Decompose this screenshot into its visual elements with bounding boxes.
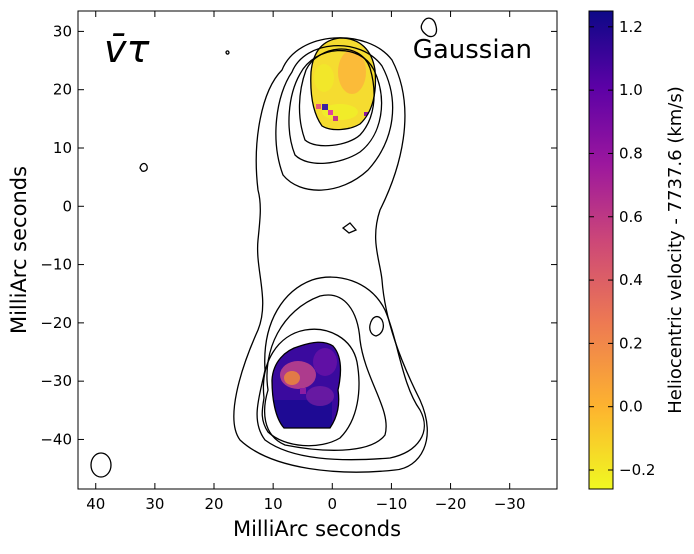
y-axis-label: MilliArc seconds [7,166,31,334]
x-tick-label: 0 [328,495,338,513]
colorbar-tick-label: 1.2 [619,18,643,36]
y-tick-label: 0 [62,197,72,215]
colorbar-tick-label: 0.2 [619,334,643,352]
colorbar-tick-label: −0.2 [619,461,655,479]
beam-ellipse [90,452,112,478]
y-tick-label: 30 [53,22,72,40]
colorbar-ticks: 1.2 1.0 0.8 0.6 0.4 0.2 0.0 −0.2 [589,18,655,479]
y-tick-label: −40 [40,430,72,448]
x-tick-label: −20 [435,495,467,513]
colorbar-tick-label: 0.8 [619,144,643,162]
x-axis-label: MilliArc seconds [233,517,401,541]
y-tick-label: 20 [53,81,72,99]
y-tick-label: −10 [40,256,72,274]
x-tick-label: 10 [264,495,283,513]
colorbar-tick-label: 0.0 [619,398,643,416]
y-tick-label: −20 [40,314,72,332]
y-tick-label: −30 [40,372,72,390]
flux-contours [139,17,438,473]
x-tick-label: −10 [376,495,408,513]
colorbar-label: Heliocentric velocity - 7737.6 (km/s) [665,86,686,414]
velocity-map-south [272,342,341,428]
method-label: Gaussian [413,35,532,65]
x-tick-label: −30 [494,495,526,513]
symbol-label: v̄τ [104,27,150,71]
x-axis-ticks: 40 30 20 10 0 −10 −20 −30 [86,11,526,513]
y-axis-ticks: 30 20 10 0 −10 −20 −30 −40 [40,22,557,448]
x-tick-label: 30 [145,495,164,513]
y-tick-label: 10 [53,139,72,157]
x-tick-label: 40 [86,495,105,513]
colorbar-tick-label: 0.6 [619,208,643,226]
colorbar-tick-label: 1.0 [619,81,643,99]
colorbar-tick-label: 0.4 [619,271,643,289]
x-tick-label: 20 [204,495,223,513]
colorbar [588,10,614,490]
velocity-map-north [310,38,376,130]
